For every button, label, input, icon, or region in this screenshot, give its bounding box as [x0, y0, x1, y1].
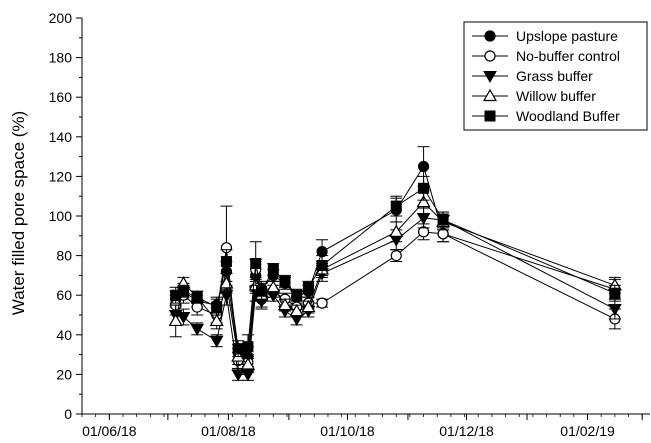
legend-item: Upslope pasture	[472, 28, 618, 44]
y-tick-label: 60	[56, 287, 72, 303]
data-point	[316, 260, 328, 271]
legend-label: Upslope pasture	[516, 28, 618, 44]
y-tick-label: 120	[49, 168, 73, 184]
data-point	[608, 304, 622, 317]
y-tick-label: 160	[49, 89, 73, 105]
x-axis-ticks: 01/06/18 01/08/18 01/10/18 01/12/18 01/02/19	[81, 414, 643, 439]
legend-swatch-marker	[483, 71, 497, 84]
legend: Upslope pasture No-buffer control Grass bu…	[463, 21, 648, 131]
data-point	[191, 291, 203, 303]
y-axis-ticks: 0 20 40 60 80 100 120 140 160 180 200	[49, 10, 82, 422]
data-point	[279, 275, 291, 287]
y-tick-label: 200	[49, 10, 73, 26]
data-point	[416, 194, 431, 208]
x-tick-label: 01/08/18	[201, 423, 256, 439]
y-axis-title: Water filled pore space (%)	[9, 111, 28, 315]
y-tick-label: 20	[56, 366, 72, 382]
legend-swatch-marker	[482, 88, 498, 102]
data-point	[267, 263, 279, 275]
data-point	[266, 280, 281, 293]
legend-item: Grass buffer	[472, 68, 593, 84]
data-point	[418, 182, 430, 194]
legend-item: No-buffer control	[472, 48, 620, 64]
data-point	[232, 343, 244, 355]
data-point	[220, 256, 232, 268]
legend-label: No-buffer control	[516, 48, 620, 64]
x-tick-label: 01/02/19	[560, 423, 615, 439]
y-tick-label: 40	[56, 327, 72, 343]
data-point	[277, 297, 293, 311]
data-point	[209, 335, 224, 348]
data-point	[289, 303, 304, 317]
data-point	[437, 214, 449, 226]
y-tick-label: 100	[49, 208, 73, 224]
data-point	[609, 287, 621, 299]
data-point	[301, 299, 316, 313]
legend-label: Willow buffer	[516, 88, 596, 104]
legend-label: Grass buffer	[516, 68, 593, 84]
legend-item: Woodland Buffer	[472, 108, 620, 124]
data-point	[209, 313, 224, 327]
legend-item: Willow buffer	[472, 88, 596, 104]
x-tick-label: 01/06/18	[82, 423, 137, 439]
data-point	[242, 341, 254, 353]
data-point	[240, 357, 255, 370]
data-point	[291, 289, 303, 301]
legend-label: Woodland Buffer	[516, 108, 620, 124]
data-point	[176, 311, 191, 324]
series-layer	[168, 146, 622, 382]
data-point	[389, 224, 404, 237]
x-tick-label: 01/12/18	[439, 423, 494, 439]
series-woodland-buffer	[169, 175, 621, 360]
data-point	[316, 297, 328, 309]
data-point	[211, 301, 223, 313]
legend-swatch-marker	[484, 30, 496, 42]
data-point	[190, 323, 205, 336]
data-point	[177, 285, 189, 297]
data-point	[390, 250, 402, 262]
data-point	[390, 200, 402, 212]
y-tick-label: 180	[49, 50, 73, 66]
data-point	[250, 258, 262, 270]
y-tick-label: 0	[64, 406, 72, 422]
y-tick-label: 80	[56, 248, 72, 264]
data-point	[168, 313, 183, 327]
data-point	[417, 160, 430, 173]
data-point	[302, 281, 314, 293]
data-point	[231, 369, 246, 382]
y-tick-label: 140	[49, 129, 73, 145]
x-tick-label: 01/10/18	[320, 423, 375, 439]
data-point	[256, 285, 268, 297]
legend-swatch-marker	[484, 110, 496, 122]
legend-swatch-marker	[484, 50, 496, 62]
